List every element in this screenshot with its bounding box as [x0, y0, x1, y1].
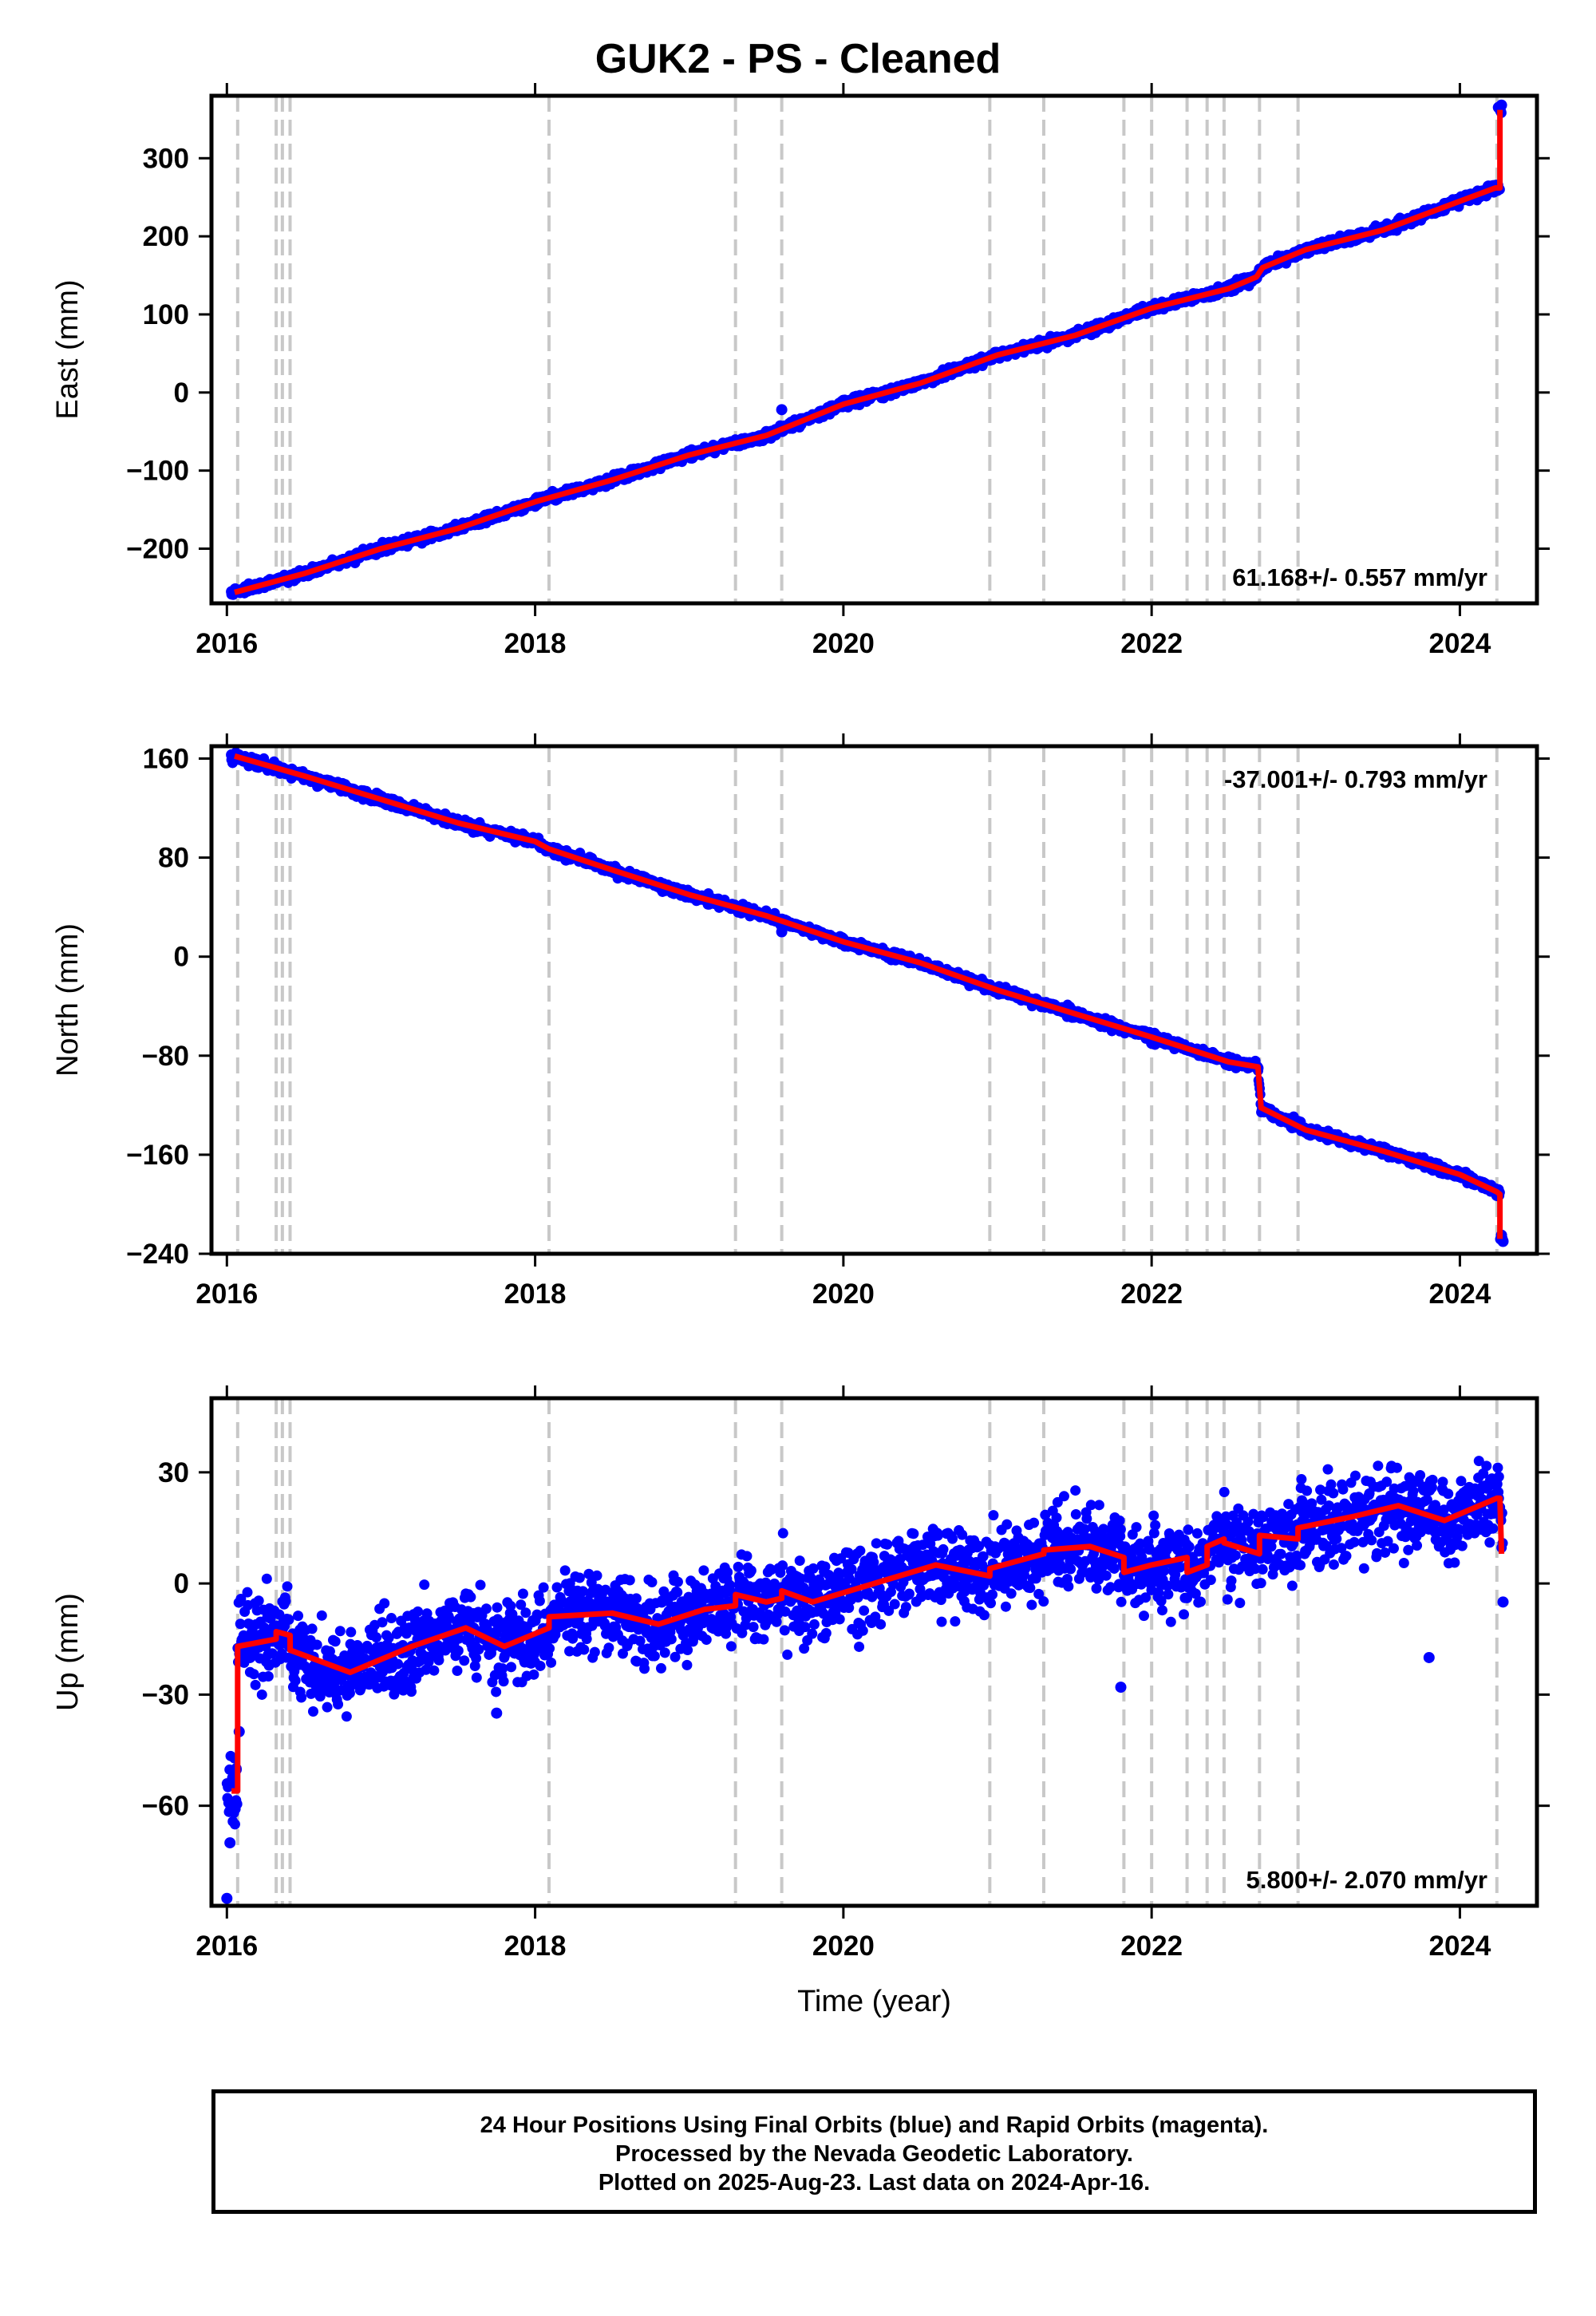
x-tick-label: 2018: [504, 628, 567, 659]
plot-area: [221, 1398, 1509, 1906]
data-point: [248, 1669, 259, 1680]
plot-frame: [209, 744, 1539, 1256]
y-tick-label: 80: [158, 843, 189, 874]
data-point: [242, 1587, 253, 1598]
plot-area: [226, 96, 1507, 603]
chart-title: GUK2 - PS - Cleaned: [595, 36, 1001, 82]
y-tick-label: 300: [143, 143, 189, 174]
x-tick-label: 2016: [196, 1279, 258, 1310]
x-tick-label: 2024: [1428, 628, 1491, 659]
data-points: [226, 747, 1509, 1247]
data-point: [265, 1613, 276, 1624]
y-axis-label: East (mm): [51, 279, 85, 419]
y-tick-label: 100: [143, 299, 189, 330]
y-tick-label: −100: [126, 456, 189, 487]
data-points: [226, 99, 1507, 600]
data-point: [250, 1679, 261, 1690]
y-tick-label: −160: [126, 1140, 189, 1171]
model-line: [234, 753, 1503, 1239]
plot-frame: [209, 93, 1539, 606]
panel-east: 2016 2018 2020 2022 2024 −200 −100 0 100 200 300 Ea…: [51, 83, 1550, 659]
y-tick-label: 160: [143, 744, 189, 775]
y-tick-label: 0: [174, 942, 189, 973]
data-point: [261, 1573, 272, 1584]
x-tick-label: 2018: [504, 1279, 567, 1310]
x-tick-label: 2020: [812, 1279, 875, 1310]
data-point: [263, 1670, 274, 1682]
data-point: [776, 926, 788, 938]
data-point: [253, 1595, 264, 1607]
data-point: [776, 404, 788, 416]
y-tick-label: 200: [143, 221, 189, 252]
y-tick-label: −200: [126, 534, 189, 565]
data-point: [235, 1594, 247, 1605]
x-tick-label: 2022: [1120, 1279, 1183, 1310]
data-point: [235, 1618, 246, 1630]
x-tick-label: 2024: [1428, 1279, 1491, 1310]
data-point: [267, 1648, 278, 1659]
data-point: [1495, 99, 1507, 111]
x-tick-label: 2016: [196, 628, 258, 659]
plot-area: [226, 746, 1509, 1254]
rate-label: 61.168+/- 0.557 mm/yr: [1232, 563, 1487, 591]
rate-label: -37.001+/- 0.793 mm/yr: [1224, 765, 1487, 793]
model-line: [234, 109, 1503, 595]
x-tick-label: 2020: [812, 628, 875, 659]
y-tick-label: −240: [126, 1239, 189, 1270]
data-point: [226, 586, 238, 598]
x-tick-label: 2022: [1120, 628, 1183, 659]
data-point: [256, 1689, 267, 1700]
panel-north: 2016 2018 2020 2022 2024 −240 −160 −80 0 80 160 Nor…: [51, 733, 1550, 1310]
y-tick-label: 0: [174, 377, 189, 409]
y-axis-label: North (mm): [51, 923, 85, 1077]
y-tick-label: −80: [142, 1041, 189, 1072]
data-point: [229, 1819, 240, 1830]
